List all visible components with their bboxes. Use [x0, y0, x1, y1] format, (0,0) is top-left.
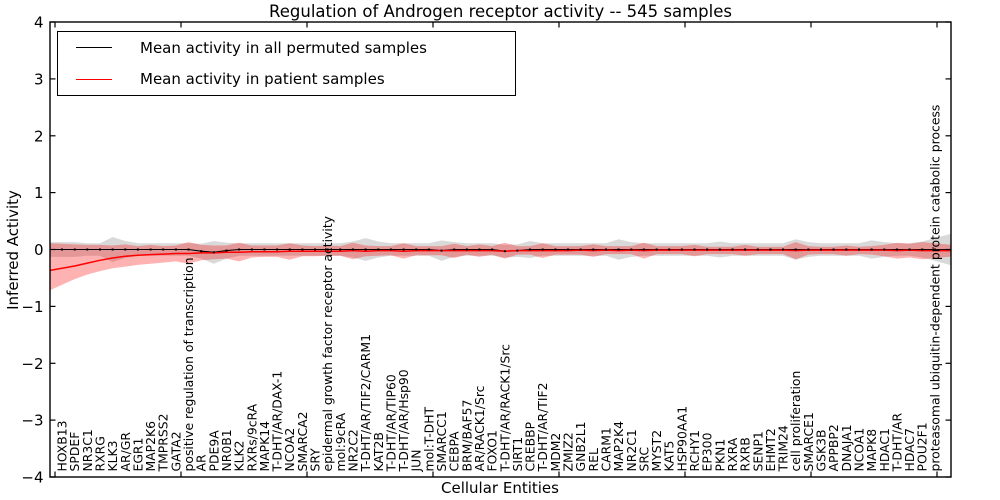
x-category-label: NR2C2	[345, 429, 360, 471]
legend: Mean activity in all permuted samples Me…	[57, 31, 516, 96]
x-category-label: SMARCC1	[434, 411, 449, 471]
x-category-label: MAPK14	[257, 421, 272, 472]
x-category-label: SMARCE1	[801, 412, 816, 471]
x-category-label: T-DHT/AR/TIF2/CARM1	[358, 334, 373, 472]
patient-samples-spread-band	[50, 242, 951, 291]
x-category-label: SIRT1	[510, 437, 525, 472]
x-category-label: T-DHT/AR/TIP60	[383, 374, 398, 472]
x-category-label: T-DHT/AR/TIF2	[535, 383, 550, 473]
x-category-label: GATA2	[168, 431, 183, 471]
x-category-label: DNAJA1	[839, 424, 854, 471]
permuted-line-sample-icon	[76, 47, 112, 49]
y-tick-label: 0	[34, 241, 44, 259]
x-category-label: KLK2	[232, 440, 247, 471]
x-category-label: MAPK8	[864, 429, 879, 472]
x-category-label: KAT2B	[371, 432, 386, 471]
x-category-label: MAP2K4	[611, 421, 626, 472]
x-category-label: NCOA1	[852, 428, 867, 472]
x-category-label: EHMT2	[763, 428, 778, 471]
x-category-label: SRY	[308, 448, 323, 472]
x-category-label: HDAC1	[877, 428, 892, 471]
x-category-label: mol:9cRA	[333, 412, 348, 471]
x-category-label: NR2C1	[624, 429, 639, 471]
x-category-label: JUN	[409, 450, 424, 473]
x-category-label: RCHY1	[687, 430, 702, 471]
y-tick-label: 2	[34, 127, 44, 145]
y-tick-label: 3	[34, 70, 44, 88]
x-category-label: PKN1	[712, 439, 727, 472]
y-tick-label: −1	[21, 298, 43, 316]
x-category-label: AR	[194, 454, 209, 471]
x-category-labels: HOXB13SPDEFNR3C1RXRGKLK3AR/GREGR1MAP2K6T…	[55, 105, 943, 473]
x-category-label: T-DHT/AR/Hsp90	[396, 369, 411, 472]
patient-line-sample-icon	[76, 78, 112, 80]
x-category-label: SRC	[636, 447, 651, 472]
x-category-label: APPBP2	[826, 424, 841, 471]
chart-title: Regulation of Androgen receptor activity…	[269, 2, 732, 21]
legend-entry-patient: Mean activity in patient samples	[58, 64, 515, 94]
patient-mean-line	[50, 249, 951, 272]
x-category-label: proteasomal ubiquitin-dependent protein …	[927, 105, 942, 472]
x-category-label: CREBBP	[523, 421, 538, 471]
x-category-label: cell proliferation	[788, 371, 803, 472]
x-category-label: RXRA	[725, 437, 740, 471]
x-category-label: NCOA2	[282, 428, 297, 472]
x-category-label: BRM/BAF57	[459, 400, 474, 472]
x-category-label: RXRG	[93, 436, 108, 471]
x-category-label: CEBPA	[447, 431, 462, 472]
x-category-label: REL	[586, 448, 601, 471]
y-tick-label: 4	[34, 14, 44, 32]
x-category-label: EGR1	[130, 438, 145, 472]
x-category-label: HOXB13	[55, 420, 70, 471]
y-tick-label: −4	[21, 469, 43, 487]
y-tick-label: −2	[21, 355, 43, 373]
x-category-label: HDAC7	[902, 428, 917, 471]
x-category-label: MDM2	[548, 433, 563, 472]
y-tick-label: −3	[21, 412, 43, 430]
x-category-label: HSP90AA1	[674, 406, 689, 472]
x-category-label: AR/GR	[118, 432, 133, 472]
y-axis-label: Inferred Activity	[4, 190, 22, 310]
x-axis-label: Cellular Entities	[441, 479, 559, 497]
x-category-label: RXRB	[738, 437, 753, 471]
y-tick-label: 1	[34, 184, 44, 202]
permuted-samples-spread-band	[50, 233, 951, 266]
x-category-label: KAT5	[662, 441, 677, 472]
x-category-label: T-DHT/AR	[889, 413, 904, 473]
x-category-label: NR3C1	[80, 429, 95, 471]
tick-marks	[50, 21, 951, 478]
x-category-label: AR/RACK1/Src	[472, 385, 487, 471]
x-category-label: mol:T-DHT	[421, 406, 436, 471]
legend-entry-label: Mean activity in all permuted samples	[140, 38, 427, 57]
x-category-label: T-DHT/AR/DAX-1	[270, 371, 285, 473]
x-category-label: SMARCA2	[295, 411, 310, 471]
x-category-label: POU2F1	[915, 422, 930, 471]
plot-area	[50, 233, 951, 291]
x-category-label: TRIM24	[776, 425, 791, 472]
x-category-label: RXRs/9cRA	[244, 403, 259, 471]
x-category-label: MYST2	[649, 430, 664, 472]
permuted-line-markers	[61, 248, 936, 254]
x-category-label: T-DHT/AR/RACK1/Src	[497, 344, 512, 473]
x-category-label: KLK3	[105, 440, 120, 471]
x-category-label: CARM1	[599, 427, 614, 471]
x-category-label: GNB2L1	[573, 421, 588, 471]
x-category-label: epidermal growth factor receptor activit…	[320, 216, 335, 472]
x-category-label: positive regulation of transcription	[181, 257, 196, 471]
x-category-label: SENP1	[750, 431, 765, 471]
x-category-label: NR0B1	[219, 429, 234, 471]
legend-entry-label: Mean activity in patient samples	[140, 70, 385, 89]
x-category-label: TMPRSS2	[156, 414, 171, 473]
x-category-label: SPDEF	[67, 432, 82, 472]
legend-entry-permuted: Mean activity in all permuted samples	[58, 33, 515, 63]
x-category-label: PDE9A	[206, 430, 221, 472]
x-category-label: MAP2K6	[143, 421, 158, 472]
x-category-label: GSK3B	[814, 430, 829, 472]
x-category-label: ZMIZ2	[561, 432, 576, 471]
x-category-label: EP300	[700, 432, 715, 471]
x-category-label: FOXO1	[485, 430, 500, 471]
